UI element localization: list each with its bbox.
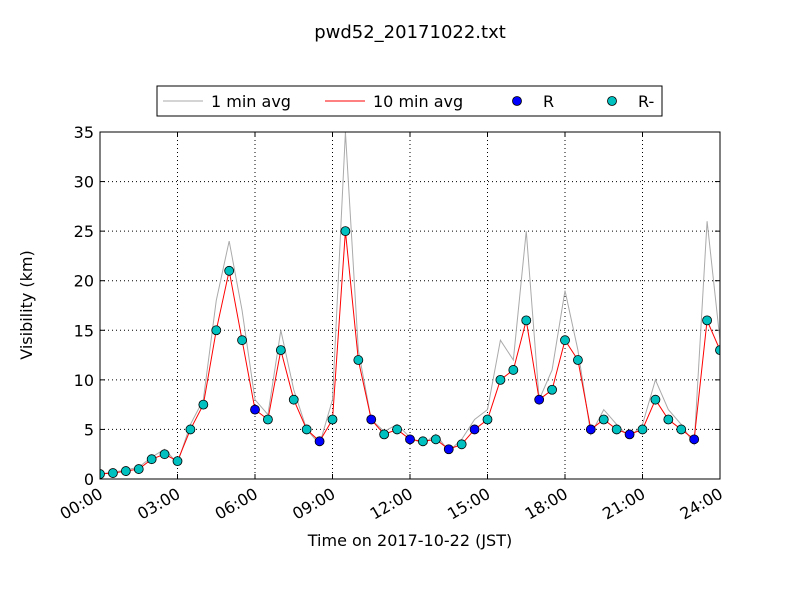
marker [676, 424, 687, 435]
y-tick-label: 35 [74, 123, 94, 142]
marker [495, 374, 506, 385]
marker [185, 424, 196, 435]
marker [560, 335, 570, 346]
marker [263, 414, 273, 425]
y-tick-label: 10 [74, 371, 94, 390]
plot-frame [99, 131, 721, 480]
y-tick-label: 30 [74, 173, 94, 192]
marker [392, 424, 402, 435]
legend-label: R [543, 92, 554, 111]
marker [340, 226, 351, 237]
marker [689, 434, 700, 445]
marker [585, 424, 596, 435]
y-tick-label: 20 [74, 272, 94, 291]
marker [598, 414, 609, 425]
marker [405, 434, 415, 445]
marker [715, 345, 720, 356]
marker [547, 384, 557, 395]
y-tick-label: 25 [74, 222, 94, 241]
marker [120, 466, 131, 476]
y-tick-label: 15 [74, 321, 94, 340]
legend-box [156, 85, 663, 117]
legend-swatch [512, 96, 522, 106]
marker [650, 394, 661, 405]
marker [663, 414, 674, 425]
marker [198, 399, 209, 410]
marker [482, 414, 493, 425]
marker [100, 469, 105, 479]
marker [275, 345, 286, 356]
marker [469, 424, 480, 435]
marker [314, 436, 325, 447]
marker [366, 414, 377, 425]
marker [521, 315, 532, 326]
legend-swatch [607, 96, 617, 106]
marker [637, 424, 648, 435]
marker [430, 434, 441, 445]
marker [133, 464, 144, 474]
marker [211, 325, 222, 336]
marker [624, 429, 635, 440]
marker [418, 436, 428, 447]
plot-layer [100, 132, 720, 479]
marker [456, 439, 467, 450]
marker [443, 444, 454, 455]
legend-label: R- [638, 92, 654, 111]
y-axis-label: Visibility (km) [17, 250, 36, 359]
marker [327, 414, 338, 425]
marker [250, 404, 260, 415]
marker [534, 394, 545, 405]
marker [573, 355, 583, 365]
marker [224, 265, 235, 276]
marker [172, 456, 183, 467]
marker [146, 454, 157, 465]
chart-title: pwd52_20171022.txt [314, 22, 506, 43]
legend-label: 10 min avg [373, 92, 463, 111]
marker [159, 449, 170, 460]
x-axis-label: Time on 2017-10-22 (JST) [307, 531, 512, 550]
marker [237, 335, 247, 346]
legend-label: 1 min avg [211, 92, 291, 111]
y-tick-label: 5 [84, 420, 94, 439]
marker [508, 365, 519, 375]
marker [611, 424, 622, 435]
marker [288, 394, 299, 405]
marker [108, 468, 118, 478]
marker [353, 355, 364, 365]
marker [379, 429, 390, 440]
y-tick-label: 0 [84, 470, 94, 489]
marker [301, 424, 312, 435]
marker [702, 315, 712, 326]
